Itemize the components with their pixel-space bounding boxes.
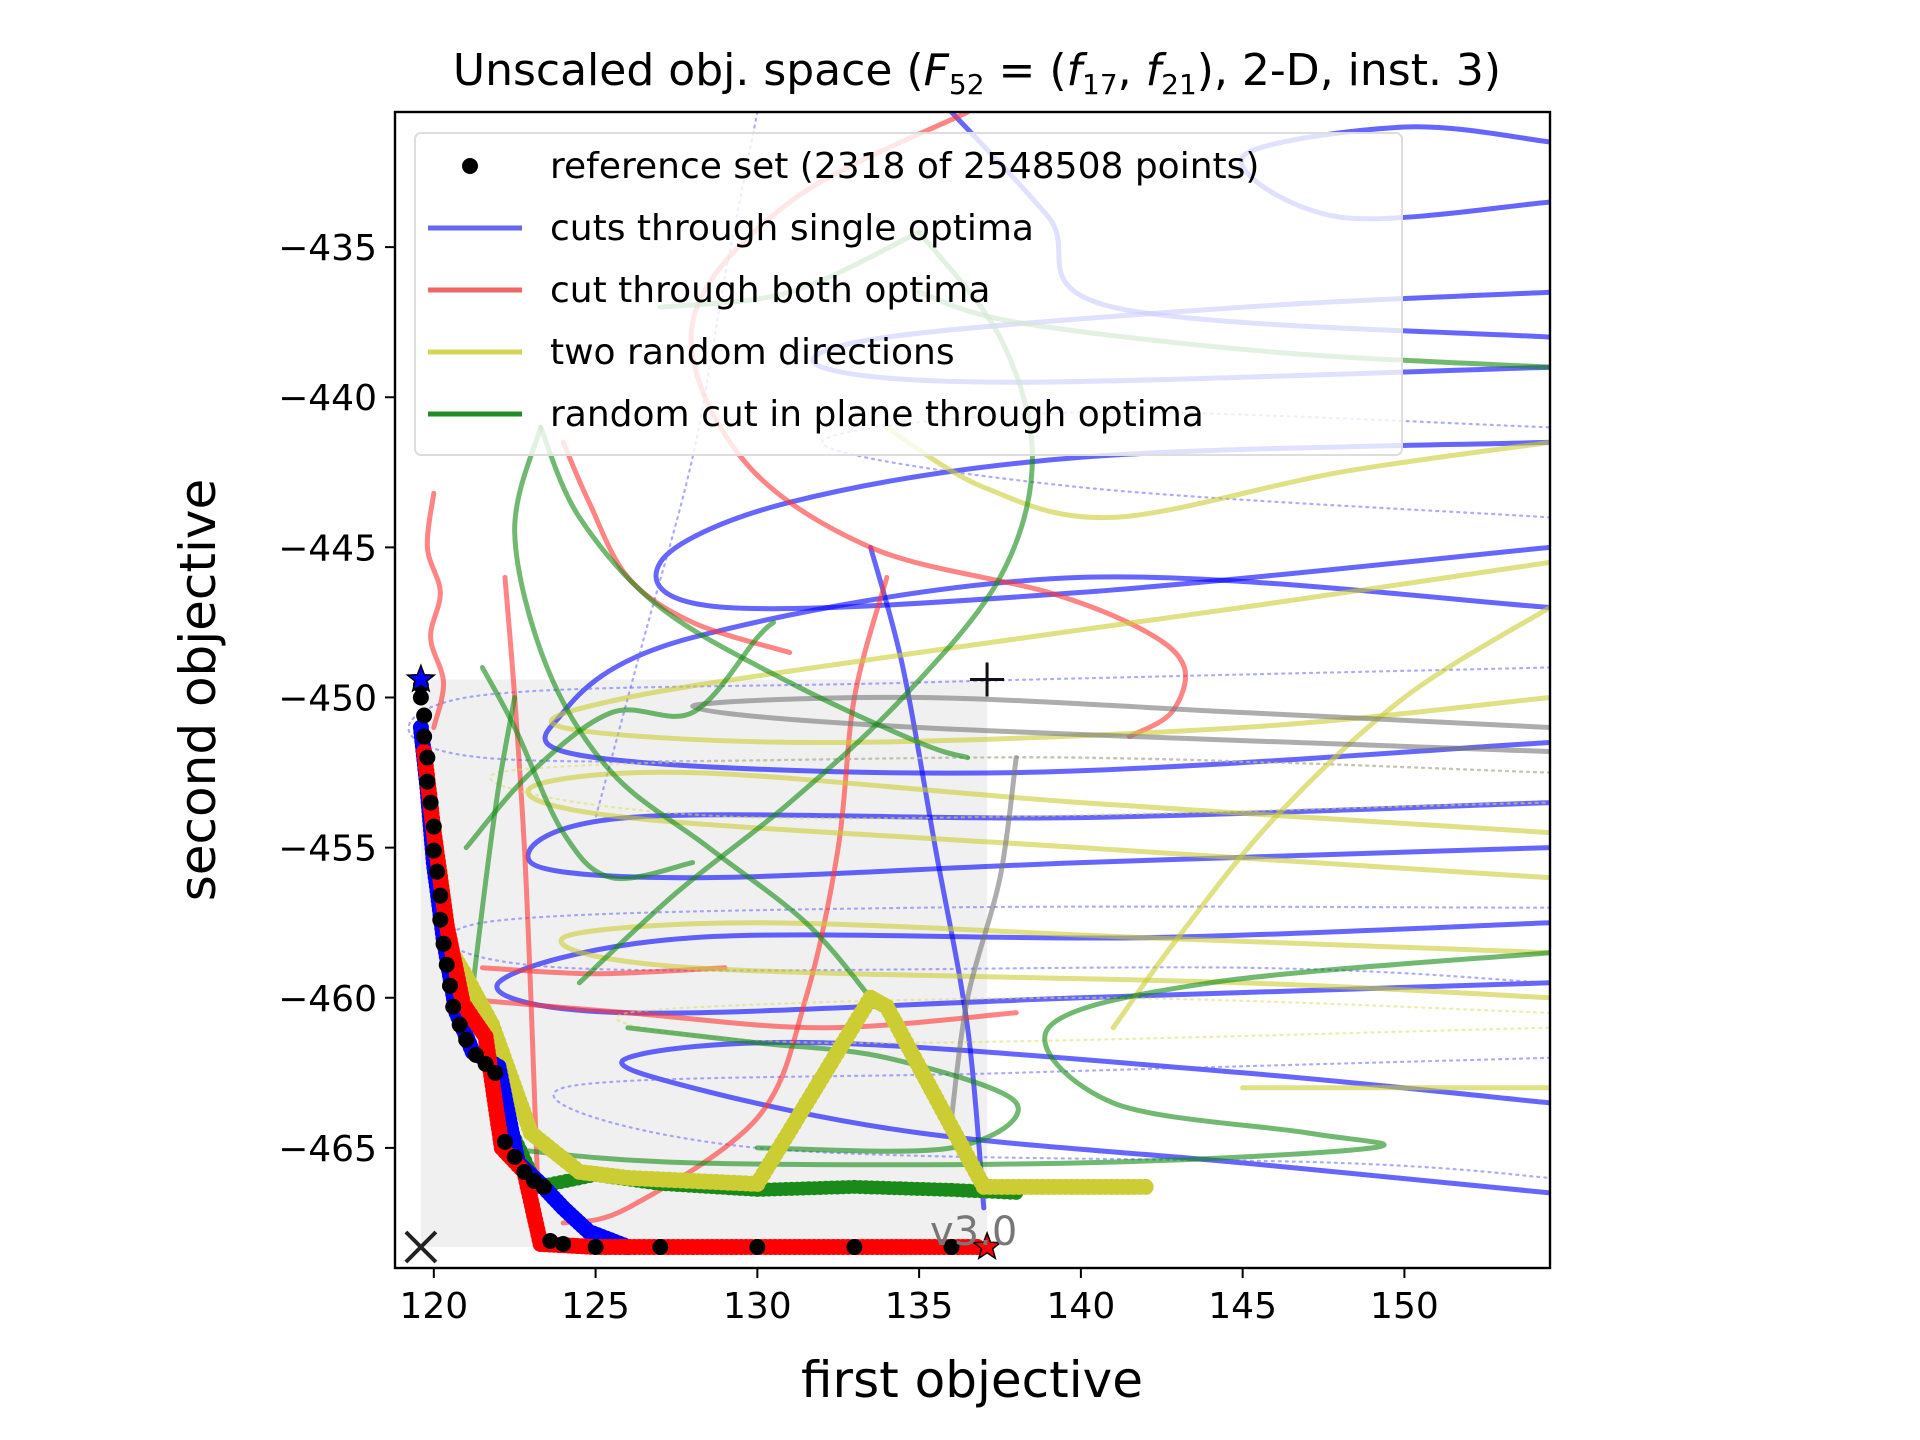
x-tick-label: 135 bbox=[885, 1286, 954, 1327]
plot-layer bbox=[404, 112, 1550, 1264]
nadir-cross-marker bbox=[404, 1230, 438, 1264]
series-line-38 bbox=[479, 665, 696, 882]
series-line-6 bbox=[619, 1039, 1550, 1196]
plot-frame bbox=[393, 110, 1552, 1270]
legend-box bbox=[414, 132, 1403, 456]
legend-label: cuts through single optima bbox=[550, 208, 1034, 249]
series-line-29 bbox=[690, 694, 1550, 755]
y-tick-label: −445 bbox=[278, 528, 377, 569]
optimum-1-star bbox=[405, 663, 437, 693]
reference-point bbox=[435, 935, 452, 952]
optimum-2-star bbox=[971, 1230, 1003, 1261]
reference-point bbox=[445, 998, 462, 1015]
reference-point bbox=[487, 1064, 504, 1081]
series-line-16 bbox=[502, 574, 540, 1181]
reference-point bbox=[542, 1232, 559, 1249]
legend-label: cut through both optima bbox=[550, 270, 990, 311]
reference-point bbox=[438, 956, 455, 973]
reference-point bbox=[412, 689, 429, 706]
legend-label: two random directions bbox=[550, 332, 955, 373]
reference-point bbox=[432, 887, 449, 904]
series-line-24 bbox=[884, 424, 1550, 521]
legend-label: reference set (2318 of 2548508 points) bbox=[550, 146, 1259, 187]
x-tick-label: 145 bbox=[1208, 1286, 1277, 1327]
reference-point bbox=[749, 1238, 766, 1255]
y-axis: −435 −440 −445 −450 −455 −460 −465 bbox=[278, 228, 395, 1170]
series-line-7 bbox=[868, 544, 987, 1211]
series-line-4 bbox=[525, 800, 1550, 881]
reference-point bbox=[555, 1235, 572, 1252]
y-tick-label: −435 bbox=[278, 228, 377, 269]
series-line-28 bbox=[615, 996, 1550, 1045]
front-yellow-point bbox=[1137, 1178, 1154, 1195]
reference-point bbox=[652, 1238, 669, 1255]
x-tick-label: 140 bbox=[1047, 1286, 1116, 1327]
x-tick-label: 150 bbox=[1370, 1286, 1439, 1327]
reference-point bbox=[497, 1133, 513, 1150]
legend-swatch bbox=[462, 158, 478, 174]
reference-point bbox=[451, 1016, 468, 1033]
chart-title: Unscaled obj. space (F52 = (f17, f21), 2… bbox=[453, 45, 1501, 101]
reference-point bbox=[432, 911, 449, 928]
x-axis-label: first objective bbox=[801, 1351, 1143, 1409]
x-tick-label: 125 bbox=[561, 1286, 630, 1327]
series-line-21 bbox=[548, 559, 1550, 746]
front-layer bbox=[412, 677, 1154, 1255]
reference-point bbox=[419, 749, 436, 766]
y-tick-label: −460 bbox=[278, 979, 377, 1020]
legend: reference set (2318 of 2548508 points) cu… bbox=[414, 132, 1403, 456]
reference-point bbox=[458, 1031, 475, 1048]
y-tick-label: −440 bbox=[278, 378, 377, 419]
series-line-19 bbox=[447, 995, 1019, 1031]
x-tick-label: 120 bbox=[399, 1286, 468, 1327]
series-line-31 bbox=[538, 424, 971, 761]
series-line-22 bbox=[525, 769, 1550, 881]
series-line-32 bbox=[512, 424, 874, 1001]
series-line-30 bbox=[949, 755, 1019, 1121]
reference-point bbox=[429, 863, 446, 880]
reference-point bbox=[422, 794, 439, 811]
reference-point bbox=[416, 728, 433, 745]
reference-point bbox=[587, 1238, 604, 1255]
reference-point bbox=[419, 773, 436, 790]
series-line-36 bbox=[496, 950, 1550, 1168]
y-tick-label: −455 bbox=[278, 829, 377, 870]
y-tick-label: −450 bbox=[278, 679, 377, 720]
ideal-plus-marker bbox=[970, 662, 1005, 697]
x-axis: 120 125 130 135 140 145 150 bbox=[399, 1268, 1439, 1327]
reference-point bbox=[943, 1238, 960, 1255]
series-line-11 bbox=[552, 1056, 1550, 1179]
series-line-39 bbox=[625, 1025, 1021, 1154]
series-line-17 bbox=[424, 490, 447, 730]
marker-layer bbox=[404, 662, 1005, 1264]
reference-point bbox=[425, 818, 442, 835]
reference-point bbox=[506, 1148, 523, 1165]
y-tick-label: −465 bbox=[278, 1129, 377, 1170]
reference-point bbox=[442, 977, 458, 994]
reference-point bbox=[846, 1238, 863, 1255]
y-axis-label: second objective bbox=[169, 479, 227, 902]
x-tick-label: 130 bbox=[723, 1286, 792, 1327]
series-line-12 bbox=[594, 112, 759, 819]
legend-label: random cut in plane through optima bbox=[550, 394, 1204, 435]
reference-point bbox=[535, 1178, 552, 1195]
reference-point bbox=[416, 707, 433, 724]
version-label: v3.0 bbox=[930, 1209, 1017, 1255]
reference-point bbox=[425, 842, 442, 859]
series-line-37 bbox=[463, 619, 776, 851]
